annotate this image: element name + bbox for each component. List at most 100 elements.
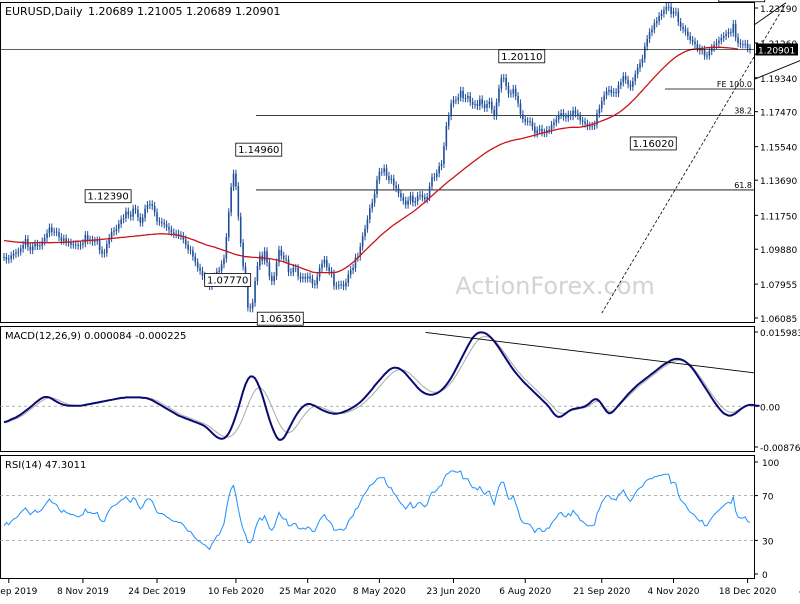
price-label-text: 1.16020 xyxy=(633,139,674,150)
watermark: ActionForex.com xyxy=(455,272,655,300)
candle-body xyxy=(447,116,450,126)
candle-body xyxy=(505,77,507,87)
candle-body xyxy=(586,123,589,127)
candle-body xyxy=(199,267,201,271)
candle-body xyxy=(632,81,634,87)
candle-body xyxy=(297,268,299,277)
candle-body xyxy=(292,267,295,273)
price-label-text: 1.06350 xyxy=(260,314,301,325)
price-tick-label: 1.09880 xyxy=(760,246,797,256)
candle-body xyxy=(115,228,118,231)
candle-body xyxy=(624,76,627,80)
candle-body xyxy=(12,253,15,256)
candle-body xyxy=(725,33,727,37)
candle-body xyxy=(235,173,237,187)
candle-body xyxy=(290,272,292,273)
candle-body xyxy=(378,171,381,180)
candle-body xyxy=(165,224,168,227)
candle-body xyxy=(194,256,197,263)
candle-body xyxy=(127,211,130,215)
candle-body xyxy=(168,226,170,230)
candle-body xyxy=(134,208,137,210)
candle-body xyxy=(514,88,517,97)
candle-body xyxy=(412,195,414,203)
candle-body xyxy=(694,41,696,45)
macd-main-line xyxy=(3,331,760,441)
candle-body xyxy=(287,259,290,273)
candle-body xyxy=(591,125,593,127)
macd-tick-label: 0.015983 xyxy=(760,329,800,339)
macd-tick-label: 0.00 xyxy=(760,403,780,413)
candle-body xyxy=(538,128,541,131)
candle-body xyxy=(512,88,515,94)
candle-body xyxy=(483,104,486,108)
candle-body xyxy=(684,29,687,32)
candle-body xyxy=(385,168,388,177)
candle-body xyxy=(658,15,660,22)
candle-body xyxy=(79,244,82,246)
candle-body xyxy=(53,231,56,233)
candle-body xyxy=(443,146,445,165)
candle-body xyxy=(572,110,574,117)
price-label-box xyxy=(498,49,546,64)
candle-body xyxy=(230,187,232,213)
price-tick-label: 1.23190 xyxy=(760,5,797,15)
candle-body xyxy=(342,284,345,287)
candle-body xyxy=(7,258,10,260)
candle-body xyxy=(182,235,185,240)
candle-body xyxy=(285,258,287,260)
candle-body xyxy=(335,285,338,287)
candle-body xyxy=(273,276,275,282)
price-tick-label: 1.19340 xyxy=(760,75,797,85)
candle-body xyxy=(651,29,653,33)
candle-body xyxy=(268,262,271,277)
candle-body xyxy=(189,249,192,251)
candle-body xyxy=(74,244,77,246)
rsi-panel: 100 70 30 0 xyxy=(0,459,779,581)
candle-body xyxy=(615,92,617,94)
candle-body xyxy=(242,243,244,267)
candle-body xyxy=(22,244,24,249)
candle-body xyxy=(708,51,711,56)
candle-body xyxy=(474,104,476,105)
candle-body xyxy=(373,193,376,203)
candle-body xyxy=(70,242,72,245)
candle-body xyxy=(732,23,735,33)
candle-body xyxy=(541,128,543,133)
candle-body xyxy=(502,77,505,79)
macd-tick-label: -0.008762 xyxy=(760,444,800,454)
candle-body xyxy=(263,251,266,261)
candle-body xyxy=(383,168,385,172)
candle-body xyxy=(175,233,177,235)
candle-body xyxy=(457,97,460,101)
macd-title: MACD(12,26,9) 0.000084 -0.000225 xyxy=(5,331,186,342)
candle-body xyxy=(414,201,417,203)
candle-body xyxy=(402,197,405,201)
candle-body xyxy=(643,46,646,59)
moving-average xyxy=(3,46,739,274)
candle-body xyxy=(722,36,725,38)
date-axis: 25 Sep 2019 8 Nov 2019 24 Dec 2019 10 Feb 2… xyxy=(0,579,800,597)
candle-body xyxy=(302,277,304,279)
candle-body xyxy=(605,91,608,96)
rising-channel-line xyxy=(601,3,787,314)
candle-body xyxy=(58,232,60,238)
candle-body xyxy=(316,276,319,285)
candle-body xyxy=(96,240,99,242)
candle-body xyxy=(471,101,474,105)
price-annotations: 1.12390 1.14960 1.07770 1.06350 1.20110 1.160… xyxy=(84,0,766,326)
candle-body xyxy=(522,114,524,120)
candle-body xyxy=(48,227,51,234)
candle-body xyxy=(397,188,400,194)
candle-body xyxy=(534,126,536,134)
candle-body xyxy=(146,205,149,209)
candle-body xyxy=(696,44,699,49)
candle-body xyxy=(149,204,151,206)
candle-body xyxy=(347,274,350,283)
candle-body xyxy=(462,90,464,99)
candle-body xyxy=(239,216,242,244)
candle-body xyxy=(371,202,374,209)
date-tick-label: 23 Jun 2020 xyxy=(426,587,480,597)
candle-body xyxy=(17,251,20,253)
